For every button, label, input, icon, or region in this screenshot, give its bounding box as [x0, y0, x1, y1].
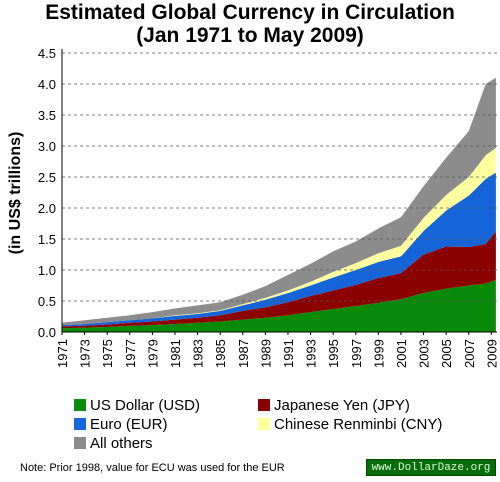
- x-tick-label: 1985: [213, 339, 228, 368]
- x-tick-label: 1973: [78, 339, 93, 368]
- legend-label-eur: Euro (EUR): [90, 416, 168, 433]
- legend-label-jpy: Japanese Yen (JPY): [274, 397, 410, 414]
- y-tick-label: 0.5: [38, 294, 56, 309]
- x-tick-label: 1989: [258, 339, 273, 368]
- source-watermark[interactable]: www.DollarDaze.org: [366, 459, 496, 476]
- legend-swatch-jpy: [258, 399, 270, 411]
- y-tick-label: 3.0: [38, 139, 56, 154]
- legend-swatch-others: [74, 437, 86, 449]
- y-tick-label: 0.0: [38, 325, 56, 340]
- y-tick-label: 2.5: [38, 170, 56, 185]
- legend-swatch-usd: [74, 399, 86, 411]
- x-tick-label: 2001: [394, 339, 409, 368]
- legend-swatch-cny: [258, 418, 270, 430]
- legend-item-eur: Euro (EUR): [74, 417, 168, 433]
- legend-item-usd: US Dollar (USD): [74, 398, 200, 414]
- x-tick-label: 1975: [100, 339, 115, 368]
- x-tick-label: 1995: [326, 339, 341, 368]
- legend-item-cny: Chinese Renminbi (CNY): [258, 417, 442, 433]
- x-tick-label: 2007: [462, 339, 477, 368]
- y-tick-label: 4.0: [38, 77, 56, 92]
- x-tick-label: 1971: [55, 339, 70, 368]
- y-tick-label: 1.5: [38, 232, 56, 247]
- legend-label-cny: Chinese Renminbi (CNY): [274, 416, 442, 433]
- x-tick-label: 1993: [304, 339, 319, 368]
- x-tick-label: 1987: [236, 339, 251, 368]
- legend-label-usd: US Dollar (USD): [90, 397, 200, 414]
- legend-swatch-eur: [74, 418, 86, 430]
- x-tick-label: 2003: [417, 339, 432, 368]
- x-tick-label: 1981: [168, 339, 183, 368]
- x-tick-label: 1977: [123, 339, 138, 368]
- y-tick-label: 2.0: [38, 201, 56, 216]
- y-tick-label: 4.5: [38, 46, 56, 61]
- y-tick-label: 3.5: [38, 108, 56, 123]
- y-tick-label: 1.0: [38, 263, 56, 278]
- x-tick-label: 1997: [349, 339, 364, 368]
- legend-item-others: All others: [74, 436, 153, 452]
- x-tick-label: 2009: [484, 339, 499, 368]
- chart-plot: 0.0 0.5 1.0 1.5 2.0 2.5 3.0 3.5 4.0 4.5 1971 1973 19…: [0, 0, 500, 400]
- x-tick-label: 1979: [145, 339, 160, 368]
- legend-item-jpy: Japanese Yen (JPY): [258, 398, 410, 414]
- x-tick-label: 2005: [439, 339, 454, 368]
- x-tick-label: 1983: [191, 339, 206, 368]
- footnote: Note: Prior 1998, value for ECU was used…: [20, 462, 285, 474]
- x-tick-label: 1999: [371, 339, 386, 368]
- legend-label-others: All others: [90, 435, 153, 452]
- x-tick-label: 1991: [281, 339, 296, 368]
